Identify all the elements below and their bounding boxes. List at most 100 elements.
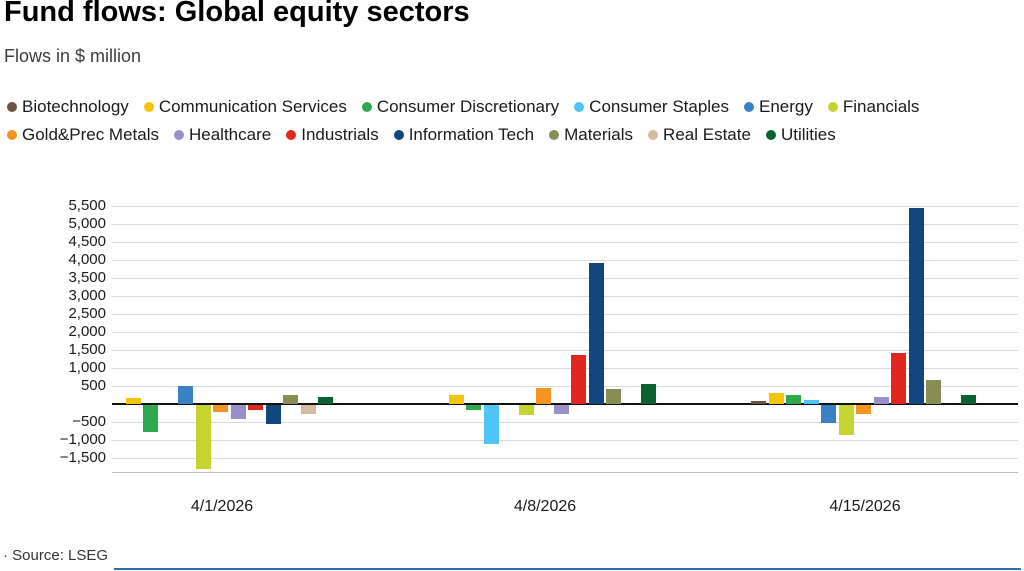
bar-utilities [318,396,333,404]
y-axis-tick-label: 4,500 [68,232,106,250]
y-axis-tick-label: 1,000 [68,358,106,376]
y-axis-tick-label: 4,000 [68,250,106,268]
y-axis-tick-label: 1,500 [68,340,106,358]
y-gridline [112,349,1018,351]
legend-swatch-icon [143,102,154,112]
bar-healthcare [230,404,246,420]
legend-label: Real Estate [663,125,751,144]
bar-consumer-staples [483,404,499,445]
legend-item-gold-prec-metals: Gold&Prec Metals [7,125,159,145]
y-axis-tick-label: 2,500 [68,304,106,322]
legend-label: Information Tech [408,125,535,144]
legend-item-biotechnology: Biotechnology [7,97,129,117]
legend-label: Financials [842,97,920,116]
y-axis-tick-label: 5,500 [68,196,106,214]
bar-gold-prec-metals [213,404,228,412]
bar-communication-services [768,392,784,404]
x-axis-label: 4/15/2026 [829,498,901,515]
y-axis-tick-label: 3,500 [68,268,106,286]
bar-communication-services [125,398,141,404]
bar-healthcare [873,396,889,404]
bar-financials [195,404,211,470]
y-gridline [112,295,1018,297]
y-gridline [112,241,1018,243]
plot-area: 5,500 5,000 4,500 4,000 3,500 3,000 2,500 2,000… [0,190,1024,515]
bar-information-tech [908,207,924,404]
legend-label: Gold&Prec Metals [22,125,159,144]
bar-financials [518,404,534,416]
bar-consumer-discretionary [786,394,801,404]
bar-gold-prec-metals [536,387,551,404]
legend-swatch-icon [744,102,755,112]
legend-swatch-icon [574,102,585,112]
bottom-accent-line [114,568,1021,570]
y-gridline [112,313,1018,315]
plot-bottom-border [112,472,1018,473]
bar-industrials [248,404,263,411]
bar-materials [283,394,298,404]
legend-swatch-icon [361,102,372,112]
y-gridline [112,421,1018,423]
bar-biotechnology [751,400,766,404]
bar-information-tech [265,404,281,425]
legend-row-2: Gold&Prec Metals Healthcare Industrials Inf… [7,125,836,145]
legend-item-energy: Energy [744,97,813,117]
legend-swatch-icon [7,102,17,112]
x-axis-label: 4/8/2026 [513,498,577,515]
y-gridline [112,385,1018,387]
bar-energy [821,404,836,423]
legend-swatch-icon [286,130,297,140]
y-gridline [112,205,1018,207]
legend-item-communication-services: Communication Services [143,97,347,117]
legend-item-consumer-discretionary: Consumer Discretionary [361,97,559,117]
y-axis-tick-label: −1,500 [59,448,106,466]
legend-item-industrials: Industrials [286,125,379,145]
legend-swatch-icon [827,102,838,112]
legend-label: Utilities [780,125,836,144]
y-gridline [112,331,1018,333]
legend-label: Industrials [301,125,379,144]
y-gridline [112,277,1018,279]
legend-label: Biotechnology [22,97,129,116]
legend-item-consumer-staples: Consumer Staples [574,97,729,117]
y-axis-tick-label: 3,000 [68,286,106,304]
bar-materials [606,389,621,404]
y-axis-tick-label: 5,000 [68,214,106,232]
legend-item-financials: Financials [827,97,920,117]
bar-information-tech [588,263,604,404]
chart-subtitle: Flows in $ million [4,46,142,66]
legend-swatch-icon [549,130,560,140]
bar-utilities [961,394,976,404]
legend-label: Consumer Staples [589,97,730,116]
legend-item-materials: Materials [549,125,633,145]
bar-financials [838,404,854,436]
legend-row-1: Biotechnology Communication Services Consu… [7,97,919,117]
y-axis-tick-label: −1,000 [59,430,106,448]
legend-item-information-tech: Information Tech [393,125,535,145]
y-gridline [112,457,1018,459]
bar-industrials [571,355,586,404]
legend-item-healthcare: Healthcare [174,125,271,145]
bar-consumer-staples [803,400,819,404]
bar-materials [926,380,941,404]
y-gridline [112,223,1018,225]
legend-item-utilities: Utilities [765,125,836,145]
legend-item-real-estate: Real Estate [648,125,751,145]
bar-real-estate [300,404,316,414]
bar-communication-services [448,394,464,404]
y-gridline [112,367,1018,369]
y-axis-tick-label: −500 [72,412,106,430]
y-gridline [112,439,1018,441]
legend-swatch-icon [174,130,184,140]
bar-energy [178,385,193,404]
bar-consumer-discretionary [143,404,158,432]
legend-label: Energy [759,97,813,116]
legend-swatch-icon [765,130,776,140]
bar-utilities [641,383,656,404]
y-gridline [112,259,1018,261]
legend-swatch-icon [648,130,659,140]
y-axis-tick-label: 2,000 [68,322,106,340]
bar-gold-prec-metals [856,404,871,414]
zero-axis-line [112,402,1018,405]
